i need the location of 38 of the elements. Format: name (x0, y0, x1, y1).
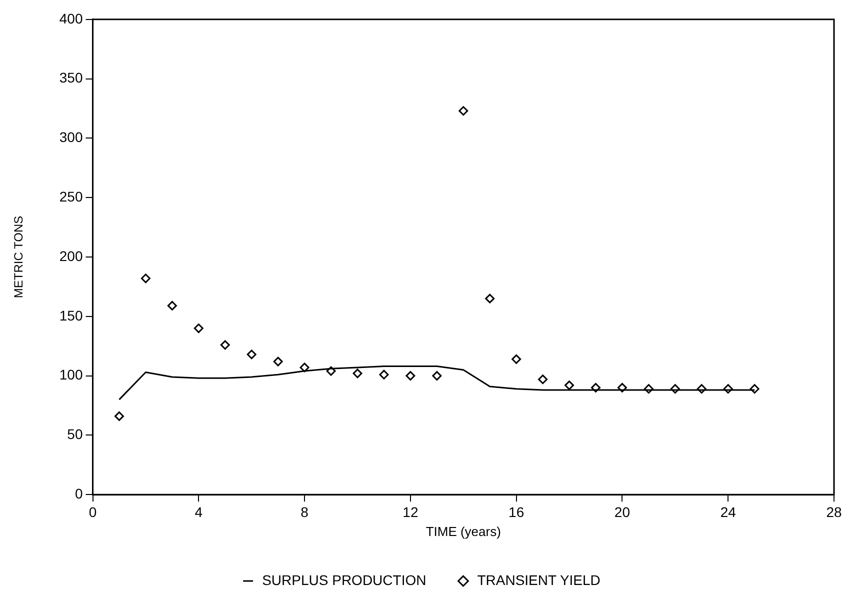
point (352, 368, 362, 378)
point (379, 370, 389, 380)
legend-label: SURPLUS PRODUCTION (262, 572, 426, 588)
y-tick-label: 250 (59, 188, 83, 204)
y-tick-label: 50 (67, 426, 83, 442)
point (512, 354, 522, 364)
point (485, 294, 495, 304)
x-tick-label: 28 (826, 504, 842, 520)
legend-label: TRANSIENT YIELD (477, 572, 600, 588)
x-tick-label: 0 (88, 504, 97, 520)
point (458, 106, 468, 116)
y-tick-label: 200 (59, 248, 83, 264)
x-tick-label: 20 (614, 504, 630, 520)
y-tick-label: 350 (59, 70, 83, 86)
y-tick-label: 150 (59, 307, 83, 324)
x-tick-label: 24 (720, 504, 736, 520)
x-tick-label: 8 (300, 504, 309, 520)
y-tick-label: 400 (59, 10, 83, 26)
point (406, 371, 416, 381)
point (273, 356, 283, 366)
point (564, 380, 574, 390)
point (140, 274, 150, 284)
x-tick-label: 16 (508, 504, 524, 520)
x-tick-label: 4 (194, 504, 203, 520)
point (220, 340, 230, 350)
y-tick-label: 100 (59, 366, 83, 383)
point (246, 350, 256, 360)
point (114, 411, 124, 421)
point (432, 371, 442, 381)
y-tick-label: 0 (74, 485, 83, 502)
point (194, 324, 204, 334)
y-axis-title: METRIC TONS (12, 216, 26, 298)
point (167, 300, 177, 310)
x-axis-title: TIME (years) (426, 524, 501, 539)
x-tick-label: 12 (402, 504, 418, 520)
point (300, 362, 310, 372)
point (538, 374, 548, 384)
y-tick-label: 300 (59, 129, 83, 146)
